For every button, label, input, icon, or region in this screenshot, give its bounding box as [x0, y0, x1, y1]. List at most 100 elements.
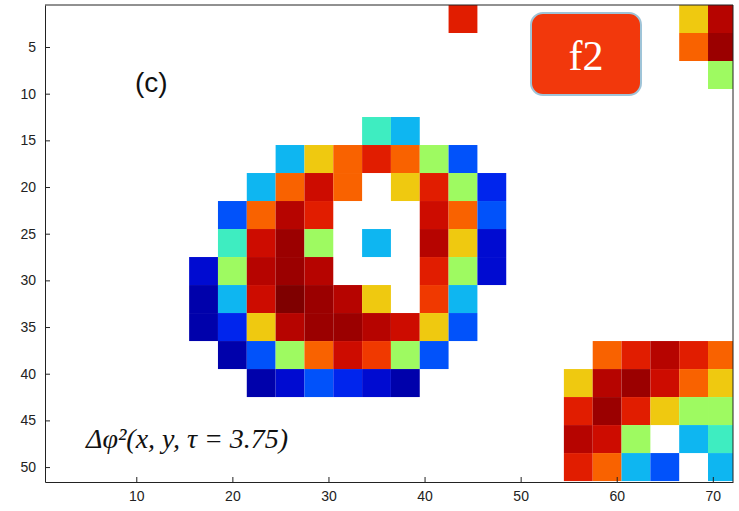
cell — [189, 313, 218, 341]
cell — [477, 201, 506, 229]
y-tick-mark — [45, 467, 50, 468]
y-tick: 5 — [28, 39, 50, 55]
x-tick-mark — [328, 477, 329, 482]
cell — [276, 285, 305, 313]
cell — [708, 61, 733, 89]
cell — [708, 369, 733, 397]
y-tick-label: 5 — [28, 39, 36, 55]
cell — [333, 285, 362, 313]
y-tick-label: 45 — [20, 412, 36, 428]
cell — [218, 201, 247, 229]
cell — [391, 369, 420, 397]
y-tick-mark — [45, 94, 50, 95]
cell — [391, 117, 420, 145]
cell — [477, 229, 506, 257]
cell — [593, 341, 622, 369]
y-tick: 35 — [20, 319, 50, 335]
cell — [247, 313, 276, 341]
cell — [333, 313, 362, 341]
cell — [564, 397, 593, 425]
cell — [679, 341, 708, 369]
cell — [362, 229, 391, 257]
y-tick-mark — [45, 47, 50, 48]
cell — [391, 173, 420, 201]
cell — [449, 201, 478, 229]
cell — [304, 369, 333, 397]
cell — [564, 453, 593, 481]
x-axis: 10203040506070 — [46, 477, 734, 504]
cell — [420, 285, 449, 313]
panel-label: (c) — [135, 67, 168, 98]
cell — [420, 257, 449, 285]
y-tick-label: 15 — [20, 132, 36, 148]
cell — [708, 453, 733, 481]
cell — [708, 341, 733, 369]
x-tick: 10 — [129, 477, 145, 504]
x-tick-label: 50 — [513, 488, 529, 504]
x-tick-mark — [617, 477, 618, 482]
cell — [650, 453, 679, 481]
cell — [420, 341, 449, 369]
cell — [708, 397, 733, 425]
cell — [276, 369, 305, 397]
frame — [45, 5, 733, 6]
x-tick: 60 — [609, 477, 625, 504]
y-tick-label: 35 — [20, 319, 36, 335]
x-tick-label: 20 — [225, 488, 241, 504]
badge-label: f2 — [569, 33, 604, 79]
frame — [733, 5, 734, 482]
cell — [304, 173, 333, 201]
cell — [622, 341, 651, 369]
cell — [333, 369, 362, 397]
x-tick: 70 — [706, 477, 722, 504]
cell — [650, 341, 679, 369]
cell — [391, 341, 420, 369]
cell — [477, 257, 506, 285]
cell — [247, 341, 276, 369]
cell — [449, 5, 478, 33]
cell — [449, 173, 478, 201]
cell — [650, 369, 679, 397]
cell — [449, 145, 478, 173]
cell — [247, 229, 276, 257]
y-axis: 5101520253035404550 — [20, 6, 50, 483]
cell — [247, 173, 276, 201]
y-tick: 20 — [20, 179, 50, 195]
cell — [276, 229, 305, 257]
cell — [218, 313, 247, 341]
cell — [622, 397, 651, 425]
y-tick: 50 — [20, 459, 50, 475]
label-patch — [80, 418, 420, 458]
cell — [593, 369, 622, 397]
cell — [391, 313, 420, 341]
y-tick-label: 30 — [20, 272, 36, 288]
cell — [304, 257, 333, 285]
cell — [276, 257, 305, 285]
cell — [708, 5, 733, 33]
y-tick-mark — [45, 280, 50, 281]
cell — [449, 313, 478, 341]
cell — [333, 145, 362, 173]
cell — [449, 285, 478, 313]
y-tick-label: 40 — [20, 366, 36, 382]
cells — [189, 5, 733, 481]
x-tick-mark — [713, 477, 714, 482]
y-tick-label: 25 — [20, 226, 36, 242]
cell — [679, 33, 708, 61]
cell — [420, 145, 449, 173]
y-tick: 15 — [20, 132, 50, 148]
x-tick-label: 60 — [609, 488, 625, 504]
x-tick-label: 10 — [129, 488, 145, 504]
x-tick-label: 40 — [417, 488, 433, 504]
cell — [564, 425, 593, 453]
cell — [420, 229, 449, 257]
cell — [708, 425, 733, 453]
chart: 102030405060705101520253035404550(c)Δφ²(… — [0, 0, 739, 511]
cell — [420, 173, 449, 201]
x-tick-mark — [232, 477, 233, 482]
cell — [333, 173, 362, 201]
cell — [420, 313, 449, 341]
cell — [593, 425, 622, 453]
cell — [276, 145, 305, 173]
cell — [679, 397, 708, 425]
